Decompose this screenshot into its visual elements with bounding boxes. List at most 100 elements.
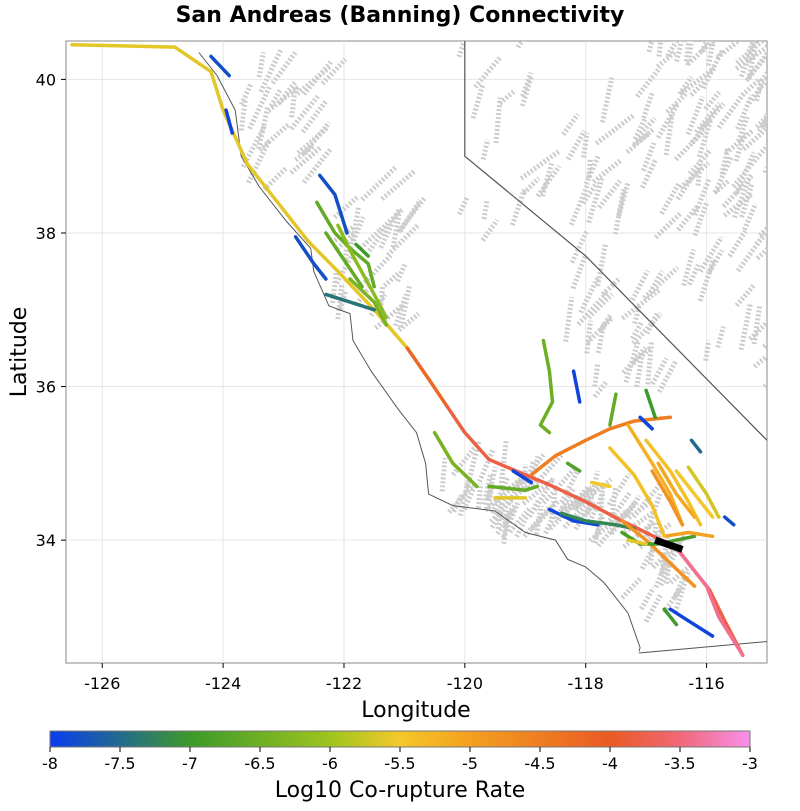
- background-fault: [320, 57, 348, 86]
- background-fault: [475, 483, 484, 509]
- background-fault: [623, 341, 641, 384]
- background-fault: [585, 316, 614, 345]
- colorbar-tick-label: -5.5: [384, 754, 415, 773]
- background-fault: [595, 243, 608, 287]
- rupture-mojave-yellow: [589, 480, 612, 489]
- background-fault: [477, 449, 496, 483]
- colorbar-tick-label: -3: [742, 754, 758, 773]
- x-tick-label: -116: [688, 674, 724, 693]
- background-fault: [761, 106, 767, 128]
- rupture-helendale: [608, 446, 667, 539]
- colorbar-tick-label: -5: [462, 754, 478, 773]
- background-fault: [739, 183, 754, 218]
- background-fault: [685, 95, 706, 136]
- background-fault: [569, 229, 590, 264]
- background-fault: [473, 55, 503, 89]
- rupture-blue-small-e: [689, 438, 703, 454]
- y-axis-label: Latitude: [7, 307, 32, 398]
- background-fault: [653, 210, 683, 240]
- x-axis-label: Longitude: [361, 698, 470, 723]
- x-tick-label: -126: [84, 674, 120, 693]
- rupture-calaveras: [336, 223, 389, 320]
- coastline: [198, 52, 641, 652]
- background-fault: [398, 284, 413, 328]
- rupture-mendocino-blue: [209, 54, 231, 78]
- background-fault: [461, 482, 478, 511]
- rupture-san-jacinto: [620, 519, 697, 588]
- background-fault: [752, 353, 767, 369]
- background-fault: [378, 207, 402, 249]
- background-fault: [712, 178, 731, 195]
- background-fault: [751, 304, 763, 345]
- background-fault: [640, 157, 659, 189]
- background-fault: [506, 478, 523, 506]
- colorbar-tick-label: -8: [42, 754, 58, 773]
- background-fault: [692, 202, 709, 237]
- rupture-sierra-nevada-green: [644, 388, 657, 420]
- background-fault: [674, 41, 685, 62]
- colorbar-tick-label: -3.5: [664, 754, 695, 773]
- background-fault: [520, 463, 529, 493]
- background-fault: [522, 504, 553, 539]
- background-fault: [651, 534, 688, 570]
- rupture-johnson-valley: [686, 465, 721, 519]
- background-fault: [396, 196, 427, 234]
- background-fault: [776, 92, 797, 108]
- background-fault: [738, 41, 758, 78]
- background-fault: [640, 142, 657, 172]
- background-fault: [522, 176, 541, 195]
- background-fault: [481, 474, 493, 505]
- background-fault: [772, 179, 785, 197]
- background-fault: [698, 235, 724, 273]
- background-fault: [580, 181, 600, 205]
- rupture-owens-blue: [571, 369, 582, 404]
- background-fault: [390, 214, 402, 248]
- background-fault: [583, 154, 601, 186]
- rupture-greenville: [354, 242, 370, 258]
- rupture-cholame-green: [565, 461, 582, 473]
- background-fault: [632, 130, 652, 147]
- background-fault: [633, 116, 657, 142]
- colorbar-tick-label: -7.5: [104, 754, 135, 773]
- background-fault: [586, 159, 593, 179]
- background-fault: [300, 99, 329, 134]
- background-fault: [481, 200, 490, 220]
- background-fault: [632, 304, 642, 325]
- background-fault: [746, 46, 758, 80]
- background-fault: [367, 222, 392, 253]
- rupture-kern-green: [538, 338, 555, 435]
- background-fault: [559, 470, 580, 504]
- rupture-rinconada: [432, 430, 479, 489]
- background-fault: [358, 227, 384, 251]
- colorbar-tick-label: -6: [322, 754, 338, 773]
- rupture-ortigalita: [348, 277, 389, 327]
- rupture-blue-small-ne: [638, 415, 654, 431]
- rupture-calico: [656, 461, 697, 519]
- background-fault: [385, 222, 421, 257]
- rupture-mendocino-blue-2: [224, 108, 234, 135]
- background-fault: [609, 499, 638, 536]
- background-fault: [665, 91, 689, 114]
- background-fault: [456, 41, 468, 58]
- background-fault: [531, 452, 565, 489]
- background-fault: [687, 149, 712, 176]
- x-tick-label: -124: [205, 674, 241, 693]
- background-fault: [378, 285, 386, 306]
- background-fault: [380, 169, 416, 201]
- background-fault: [672, 574, 687, 599]
- background-fault: [495, 501, 505, 530]
- background-fault: [734, 282, 757, 308]
- y-axis-ticks: 34 36 38 40: [36, 70, 66, 550]
- background-fault: [703, 340, 712, 362]
- background-fault: [600, 276, 622, 297]
- background-fault: [296, 125, 331, 155]
- background-fault: [581, 132, 590, 158]
- background-fault: [519, 74, 535, 107]
- background-fault: [498, 89, 517, 106]
- rupture-san-gregorio: [293, 235, 328, 281]
- colorbar: [49, 730, 751, 748]
- background-fault: [656, 360, 678, 394]
- background-fault: [439, 457, 448, 492]
- x-tick-label: -118: [568, 674, 604, 693]
- background-fault: [584, 320, 594, 354]
